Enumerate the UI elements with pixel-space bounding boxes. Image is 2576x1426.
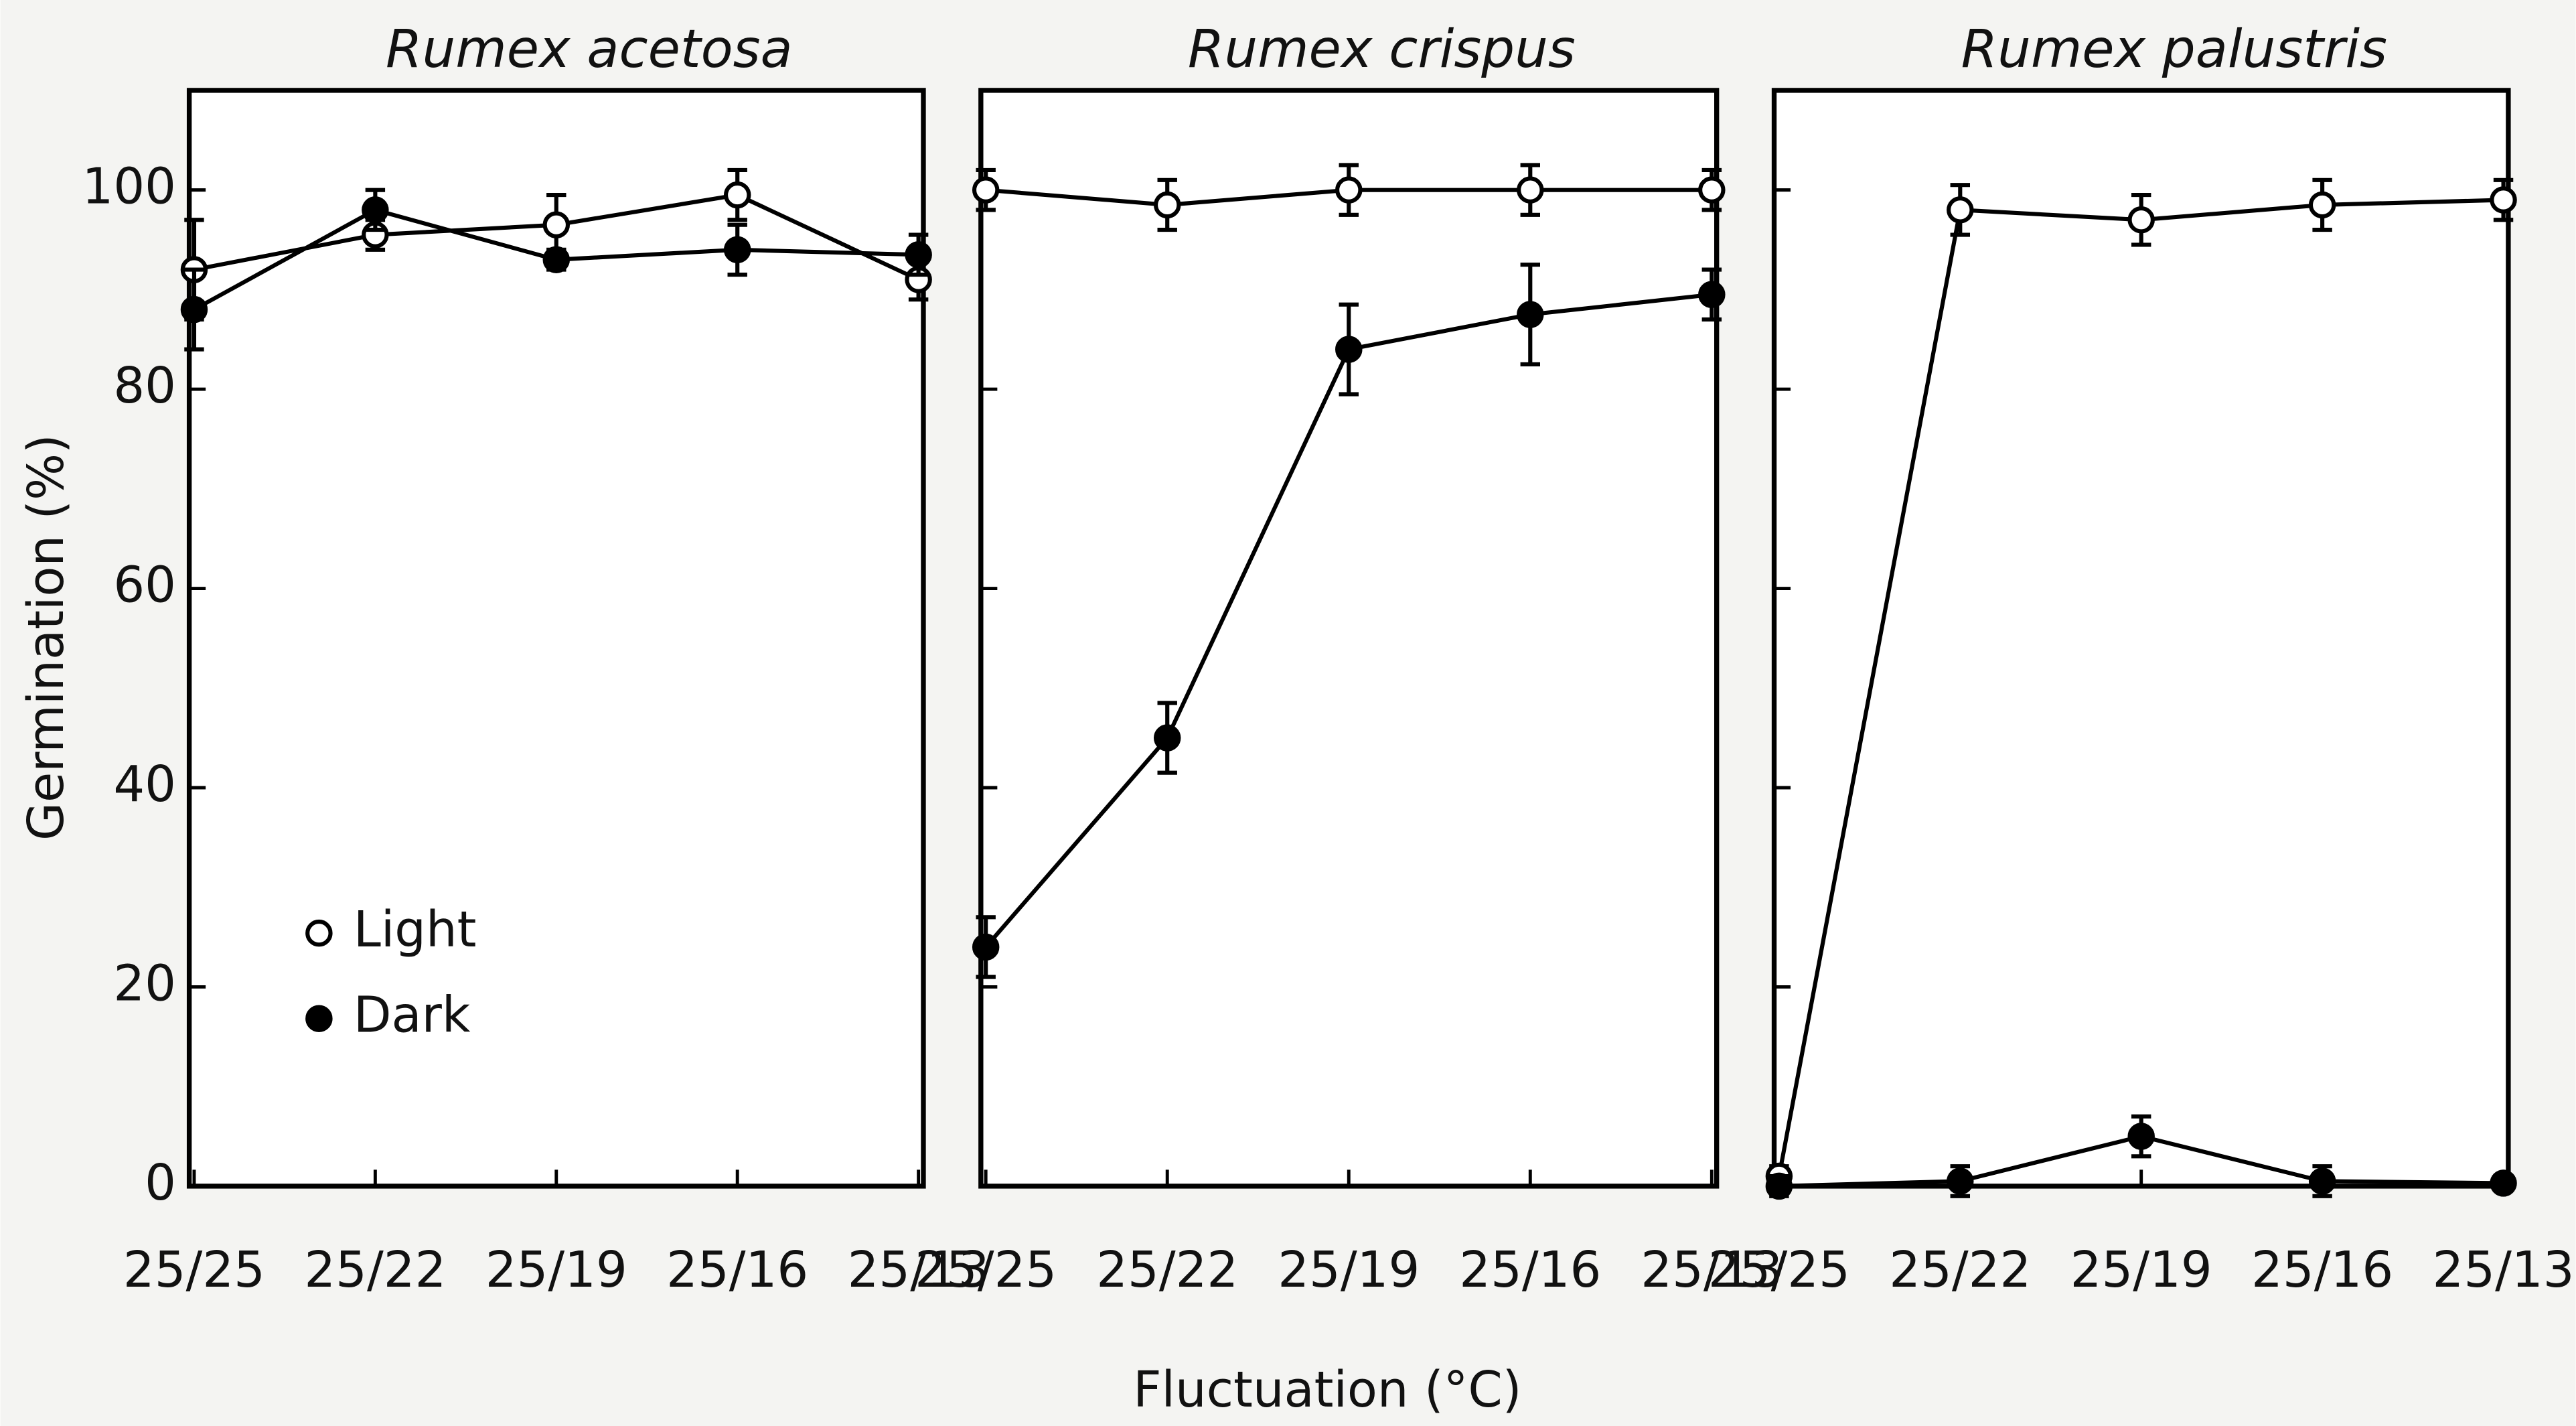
x-tick-label: 25/19 — [1278, 1242, 1420, 1299]
data-point — [972, 933, 1000, 961]
y-tick-label: 80 — [113, 358, 176, 415]
data-point — [542, 246, 571, 273]
data-point — [1335, 176, 1363, 204]
data-point — [362, 196, 389, 224]
legend-label: Dark — [354, 987, 471, 1044]
data-point — [1517, 301, 1544, 328]
x-tick-label: 25/22 — [304, 1242, 446, 1299]
data-point — [1698, 281, 1726, 309]
panel-frame — [1771, 88, 2511, 1189]
x-tick-label: 25/13 — [1641, 1242, 1783, 1299]
data-point — [1947, 196, 1974, 224]
x-tick-label: 25/25 — [123, 1242, 265, 1299]
data-point — [723, 181, 751, 209]
legend-marker — [305, 1005, 333, 1032]
x-tick-label: 25/25 — [915, 1242, 1057, 1299]
x-tick-label: 25/16 — [1459, 1242, 1601, 1299]
data-point — [905, 241, 932, 269]
data-point — [542, 211, 571, 238]
panel-title: Rumex palustris — [1961, 18, 2387, 80]
y-tick-label: 40 — [113, 756, 176, 813]
data-point — [2490, 1169, 2517, 1197]
x-tick-label: 25/13 — [848, 1242, 990, 1299]
data-point — [1517, 176, 1544, 204]
data-point — [1153, 724, 1181, 752]
data-point — [1765, 1172, 1793, 1200]
data-point — [2127, 1123, 2155, 1150]
data-point — [180, 295, 208, 324]
x-tick-label: 25/22 — [1096, 1242, 1238, 1299]
data-point — [1335, 336, 1363, 363]
x-tick-label: 25/16 — [666, 1242, 808, 1299]
legend-marker — [305, 919, 333, 947]
x-tick-label: 25/19 — [485, 1242, 627, 1299]
data-point — [2490, 186, 2517, 214]
x-tick-label: 25/25 — [1708, 1242, 1850, 1299]
y-tick-label: 60 — [113, 557, 176, 614]
data-point — [1698, 176, 1726, 204]
panel-title: Rumex crispus — [1188, 18, 1576, 80]
y-tick-label: 20 — [113, 955, 176, 1012]
data-point — [2127, 206, 2155, 234]
data-point — [1947, 1167, 1974, 1195]
data-point — [972, 176, 1000, 204]
data-point — [1153, 191, 1181, 219]
panel-title: Rumex acetosa — [386, 18, 793, 80]
x-tick-label: 25/13 — [2433, 1242, 2575, 1299]
x-tick-label: 25/19 — [2070, 1242, 2212, 1299]
x-tick-label: 25/22 — [1889, 1242, 2031, 1299]
panel-frame — [978, 88, 1720, 1189]
y-tick-label: 100 — [82, 159, 176, 216]
y-tick-label: 0 — [145, 1155, 176, 1212]
legend-label: Light — [354, 902, 477, 958]
data-point — [2308, 191, 2336, 219]
x-tick-label: 25/16 — [2251, 1242, 2393, 1299]
data-point — [723, 236, 751, 264]
x-axis-label: Fluctuation (°C) — [1133, 1362, 1521, 1419]
y-axis-label: Germination (%) — [18, 434, 75, 841]
data-point — [2308, 1167, 2336, 1195]
